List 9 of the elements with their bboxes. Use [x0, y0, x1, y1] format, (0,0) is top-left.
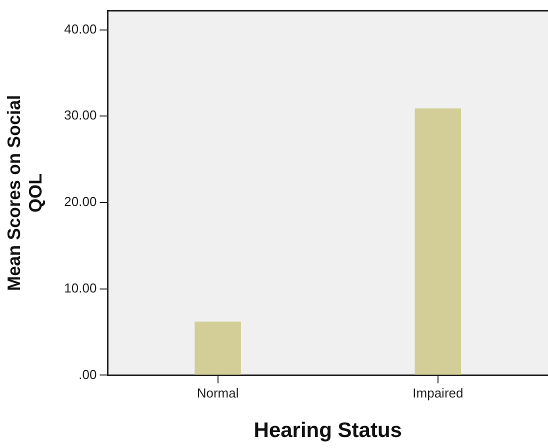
- y-tick-label: 20.00: [64, 194, 97, 210]
- x-tick-label: Normal: [196, 386, 239, 401]
- x-tick-label: Impaired: [412, 386, 464, 401]
- y-tick-label: 40.00: [64, 21, 97, 36]
- y-axis-title: Mean Scores on Social QOL: [4, 94, 46, 292]
- y-tick-label: 30.00: [64, 108, 97, 123]
- x-axis-title: Hearing Status: [254, 419, 402, 442]
- y-tick-label: 10.00: [64, 280, 97, 296]
- y-tick-label: .00: [78, 366, 97, 382]
